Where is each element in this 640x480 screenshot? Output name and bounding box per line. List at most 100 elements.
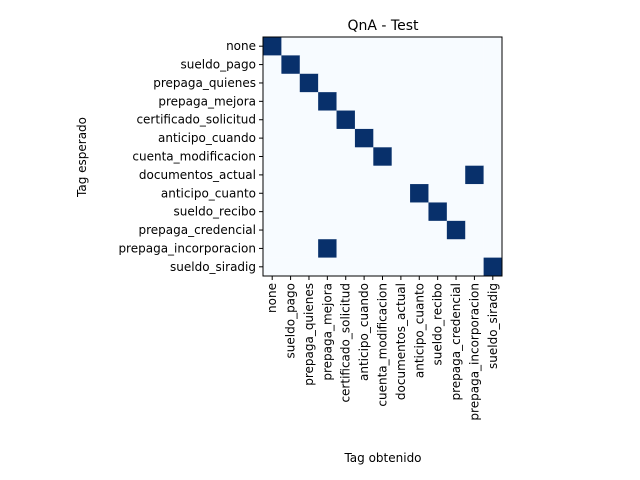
heatmap-cell bbox=[373, 37, 392, 56]
heatmap-cell bbox=[465, 165, 484, 185]
heatmap-cell bbox=[373, 147, 392, 166]
heatmap-cell bbox=[483, 257, 503, 277]
heatmap-cell bbox=[446, 165, 466, 185]
heatmap-cell bbox=[318, 55, 337, 75]
heatmap-cell bbox=[483, 128, 503, 148]
heatmap-cell bbox=[428, 110, 448, 130]
heatmap-cell bbox=[373, 184, 392, 203]
heatmap-cell bbox=[318, 257, 337, 277]
heatmap-cell bbox=[373, 257, 392, 277]
heatmap-cell bbox=[391, 165, 411, 185]
heatmap-cell bbox=[483, 110, 503, 130]
heatmap-cell bbox=[428, 220, 448, 240]
heatmap-cell bbox=[318, 165, 337, 185]
y-tick-label: anticipo_cuando bbox=[158, 131, 256, 145]
heatmap-cell bbox=[483, 184, 503, 203]
heatmap-cell bbox=[354, 257, 374, 277]
heatmap-cell bbox=[281, 147, 301, 166]
heatmap-cell bbox=[465, 184, 484, 203]
heatmap-cell bbox=[465, 110, 484, 130]
heatmap-cell bbox=[318, 184, 337, 203]
x-tick-label: cuenta_modificacion bbox=[376, 283, 390, 407]
heatmap-cell bbox=[263, 92, 282, 111]
heatmap-cell bbox=[318, 220, 337, 240]
heatmap-cell bbox=[336, 202, 356, 222]
heatmap-cell bbox=[354, 55, 374, 75]
x-tick-label: prepaga_incorporacion bbox=[467, 283, 481, 421]
heatmap-cell bbox=[281, 128, 301, 148]
heatmap-cell bbox=[263, 220, 282, 240]
heatmap-cell bbox=[299, 73, 319, 93]
heatmap-cell bbox=[465, 37, 484, 56]
heatmap-cell bbox=[263, 202, 282, 222]
heatmap-cell bbox=[299, 165, 319, 185]
heatmap-cell bbox=[483, 147, 503, 166]
heatmap-cell bbox=[446, 147, 466, 166]
heatmap-cell bbox=[465, 128, 484, 148]
heatmap-cell bbox=[410, 110, 429, 130]
heatmap-cell bbox=[428, 202, 448, 222]
heatmap-cell bbox=[465, 239, 484, 258]
heatmap-cell bbox=[446, 220, 466, 240]
heatmap-cell bbox=[391, 37, 411, 56]
x-tick-label: documentos_actual bbox=[394, 283, 408, 400]
heatmap-cell bbox=[263, 165, 282, 185]
y-tick-label: certificado_solicitud bbox=[136, 113, 256, 127]
heatmap-cell bbox=[354, 202, 374, 222]
y-tick-label: sueldo_recibo bbox=[174, 205, 256, 219]
heatmap-cell bbox=[410, 220, 429, 240]
heatmap-cell bbox=[336, 165, 356, 185]
heatmap-cell bbox=[373, 165, 392, 185]
heatmap-cell bbox=[299, 55, 319, 75]
heatmap-cell bbox=[391, 202, 411, 222]
heatmap-cell bbox=[428, 128, 448, 148]
heatmap-cell bbox=[483, 92, 503, 111]
heatmap-cell bbox=[446, 184, 466, 203]
heatmap-cell bbox=[428, 147, 448, 166]
x-tick-label: prepaga_mejora bbox=[320, 283, 334, 381]
heatmap-cell bbox=[336, 55, 356, 75]
x-tick-label: sueldo_siradig bbox=[486, 283, 500, 369]
y-tick-label: none bbox=[226, 39, 256, 53]
heatmap-cell bbox=[410, 184, 429, 203]
y-tick-label: sueldo_siradig bbox=[170, 260, 256, 274]
heatmap-cell bbox=[318, 37, 337, 56]
heatmap-cell bbox=[465, 92, 484, 111]
heatmap-cell bbox=[483, 202, 503, 222]
chart-title: QnA - Test bbox=[348, 18, 420, 34]
heatmap-cell bbox=[299, 147, 319, 166]
heatmap-cell bbox=[410, 257, 429, 277]
x-tick-label: anticipo_cuanto bbox=[412, 283, 426, 378]
heatmap-cell bbox=[391, 257, 411, 277]
heatmap-cell bbox=[410, 147, 429, 166]
y-axis: none sueldo_pago prepaga_quienes prepaga_me… bbox=[118, 39, 263, 274]
heatmap-cell bbox=[299, 184, 319, 203]
heatmap-cell bbox=[465, 257, 484, 277]
heatmap-cell bbox=[318, 202, 337, 222]
heatmap-cell bbox=[446, 239, 466, 258]
heatmap-cell bbox=[263, 55, 282, 75]
heatmap-cells bbox=[263, 37, 503, 277]
heatmap-cell bbox=[336, 128, 356, 148]
heatmap-cell bbox=[263, 239, 282, 258]
heatmap-cell bbox=[391, 128, 411, 148]
y-tick-label: prepaga_credencial bbox=[139, 223, 257, 237]
heatmap-cell bbox=[354, 220, 374, 240]
heatmap-cell bbox=[428, 165, 448, 185]
heatmap-cell bbox=[410, 202, 429, 222]
heatmap-cell bbox=[373, 110, 392, 130]
heatmap-cell bbox=[373, 73, 392, 93]
heatmap-cell bbox=[336, 257, 356, 277]
y-tick-label: anticipo_cuanto bbox=[161, 186, 256, 200]
heatmap-cell bbox=[299, 257, 319, 277]
heatmap-cell bbox=[483, 73, 503, 93]
heatmap-cell bbox=[318, 110, 337, 130]
y-axis-label: Tag esperado bbox=[75, 117, 89, 198]
heatmap-cell bbox=[446, 73, 466, 93]
heatmap-cell bbox=[428, 184, 448, 203]
heatmap-cell bbox=[465, 55, 484, 75]
heatmap-cell bbox=[336, 184, 356, 203]
heatmap-cell bbox=[428, 239, 448, 258]
heatmap-cell bbox=[391, 147, 411, 166]
heatmap-cell bbox=[391, 184, 411, 203]
